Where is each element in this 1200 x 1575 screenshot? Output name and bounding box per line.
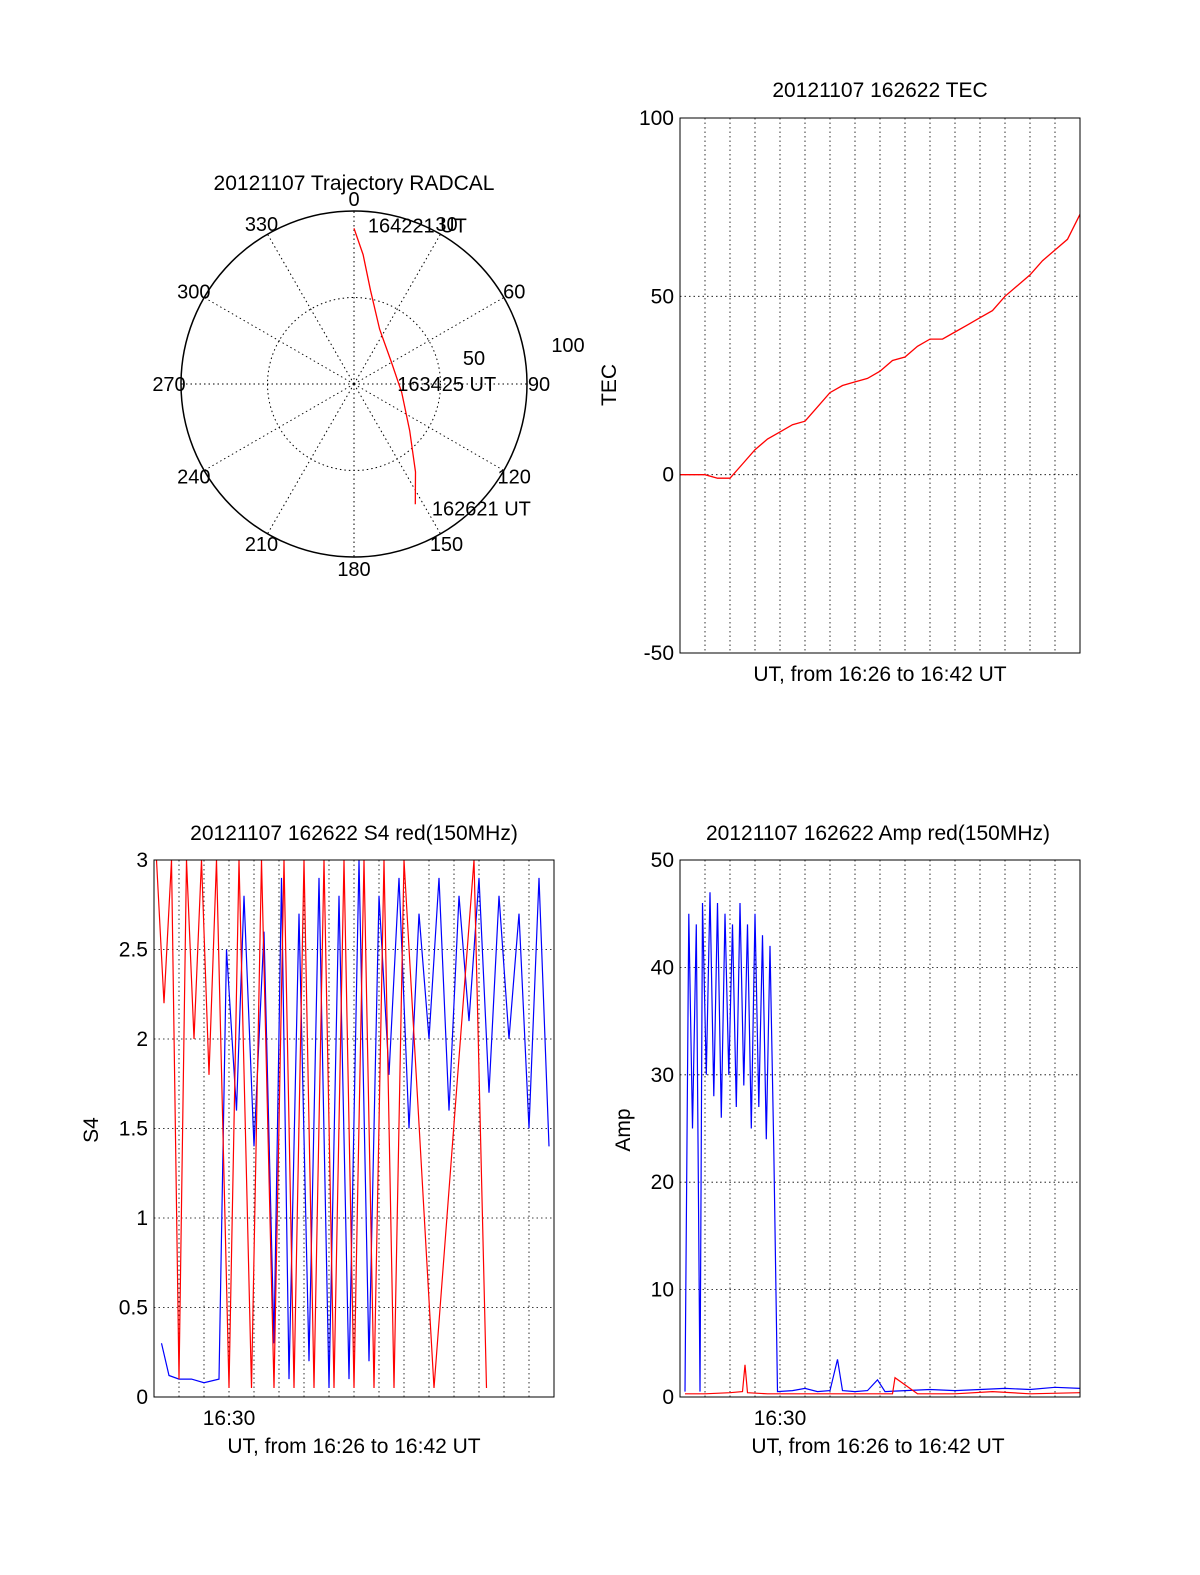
trajectory-title: 20121107 Trajectory RADCAL bbox=[214, 172, 495, 195]
tec-series bbox=[680, 214, 1081, 479]
polar-angle-label: 300 bbox=[177, 282, 210, 304]
s4-y-tick-label: 1 bbox=[136, 1207, 148, 1230]
s4-x-tick-labels: 16:30 bbox=[203, 1407, 256, 1430]
polar-angle-label: 30 bbox=[435, 214, 457, 236]
s4-y-tick-label: 3 bbox=[136, 849, 148, 872]
polar-radius-label: 50 bbox=[463, 348, 485, 370]
tec-ylabel: TEC bbox=[598, 364, 621, 406]
polar-grid bbox=[181, 211, 527, 557]
amp-y-tick-label: 40 bbox=[651, 956, 674, 979]
polar-radius-label: 100 bbox=[551, 335, 584, 357]
s4-x-tick-label: 16:30 bbox=[203, 1407, 256, 1430]
amp-xlabel: UT, from 16:26 to 16:42 UT bbox=[751, 1435, 1004, 1458]
polar-spoke bbox=[267, 233, 355, 385]
polar-angle-label: 150 bbox=[430, 534, 463, 556]
s4-y-tick-label: 2.5 bbox=[119, 939, 148, 962]
s4-red-series bbox=[155, 859, 488, 1389]
tec-panel: 20121107 162622 TEC -50 0 50 100 TEC UT, fr… bbox=[598, 79, 1081, 686]
s4-blue-series bbox=[160, 859, 550, 1389]
polar-angle-label: 180 bbox=[337, 559, 370, 581]
amp-y-tick-label: 10 bbox=[651, 1279, 674, 1302]
polar-angle-label: 210 bbox=[245, 534, 278, 556]
s4-ylabel: S4 bbox=[80, 1117, 103, 1143]
trajectory-time-label: 163425 UT bbox=[397, 374, 496, 396]
polar-angle-label: 120 bbox=[498, 467, 531, 489]
amp-y-tick-labels: 0 10 20 30 40 50 bbox=[651, 849, 674, 1409]
polar-angle-label: 330 bbox=[245, 214, 278, 236]
trajectory-line bbox=[353, 228, 417, 505]
tec-grid bbox=[680, 118, 1080, 653]
tec-y-tick-label: 50 bbox=[651, 285, 674, 308]
s4-title: 20121107 162622 S4 red(150MHz) bbox=[190, 822, 518, 845]
amp-x-tick-labels: 16:30 bbox=[754, 1407, 807, 1430]
s4-xlabel: UT, from 16:26 to 16:42 UT bbox=[227, 1435, 480, 1458]
amp-y-tick-label: 30 bbox=[651, 1064, 674, 1087]
amp-plot-frame bbox=[679, 859, 1081, 1398]
tec-xlabel: UT, from 16:26 to 16:42 UT bbox=[753, 663, 1006, 686]
amp-ylabel: Amp bbox=[612, 1108, 635, 1151]
polar-mid-ring bbox=[267, 297, 441, 471]
polar-angle-label: 270 bbox=[152, 374, 185, 396]
s4-y-tick-label: 0 bbox=[136, 1386, 148, 1409]
polar-angle-label: 0 bbox=[348, 189, 359, 211]
amp-blue-series bbox=[684, 892, 1081, 1393]
trajectory-time-label: 164221 UT bbox=[368, 215, 467, 237]
trajectory-annotations: 164221 UT 163425 UT 162621 UT bbox=[368, 215, 531, 520]
tec-title: 20121107 162622 TEC bbox=[772, 79, 987, 102]
s4-grid bbox=[154, 860, 554, 1397]
amp-red-series bbox=[685, 1364, 1081, 1395]
trajectory-panel: 20121107 Trajectory RADCAL 0 30 60 90 120 150… bbox=[152, 172, 584, 581]
amp-title: 20121107 162622 Amp red(150MHz) bbox=[706, 822, 1050, 845]
tec-y-tick-labels: -50 0 50 100 bbox=[639, 107, 674, 665]
amp-x-tick-label: 16:30 bbox=[754, 1407, 807, 1430]
polar-labels: 0 30 60 90 120 150 180 210 240 270 300 330 50 100 bbox=[152, 189, 584, 581]
tec-y-tick-label: 0 bbox=[662, 464, 674, 487]
polar-angle-label: 240 bbox=[177, 467, 210, 489]
polar-outer-ring bbox=[180, 210, 528, 558]
s4-plot-frame bbox=[153, 859, 555, 1398]
s4-y-tick-labels: 0 0.5 1 1.5 2 2.5 3 bbox=[119, 849, 148, 1409]
tec-plot-frame bbox=[679, 117, 1081, 654]
amp-y-tick-label: 0 bbox=[662, 1386, 674, 1409]
s4-y-tick-label: 2 bbox=[136, 1028, 148, 1051]
amp-y-tick-label: 20 bbox=[651, 1171, 674, 1194]
s4-y-tick-label: 0.5 bbox=[119, 1297, 148, 1320]
polar-spoke bbox=[353, 233, 441, 385]
polar-spoke bbox=[353, 297, 505, 385]
polar-angle-label: 90 bbox=[528, 374, 550, 396]
amp-grid bbox=[680, 860, 1080, 1397]
s4-panel: 20121107 162622 S4 red(150MHz) 0 0.5 1 1.5 2… bbox=[80, 822, 555, 1458]
tec-y-tick-label: -50 bbox=[644, 642, 674, 665]
trajectory-time-label: 162621 UT bbox=[432, 499, 531, 521]
amp-y-tick-label: 50 bbox=[651, 849, 674, 872]
polar-angle-label: 60 bbox=[503, 282, 525, 304]
s4-y-tick-label: 1.5 bbox=[119, 1118, 148, 1141]
tec-y-tick-label: 100 bbox=[639, 107, 674, 130]
amp-panel: 20121107 162622 Amp red(150MHz) 0 10 20 30 4… bbox=[612, 822, 1081, 1458]
polar-spoke bbox=[203, 297, 355, 385]
